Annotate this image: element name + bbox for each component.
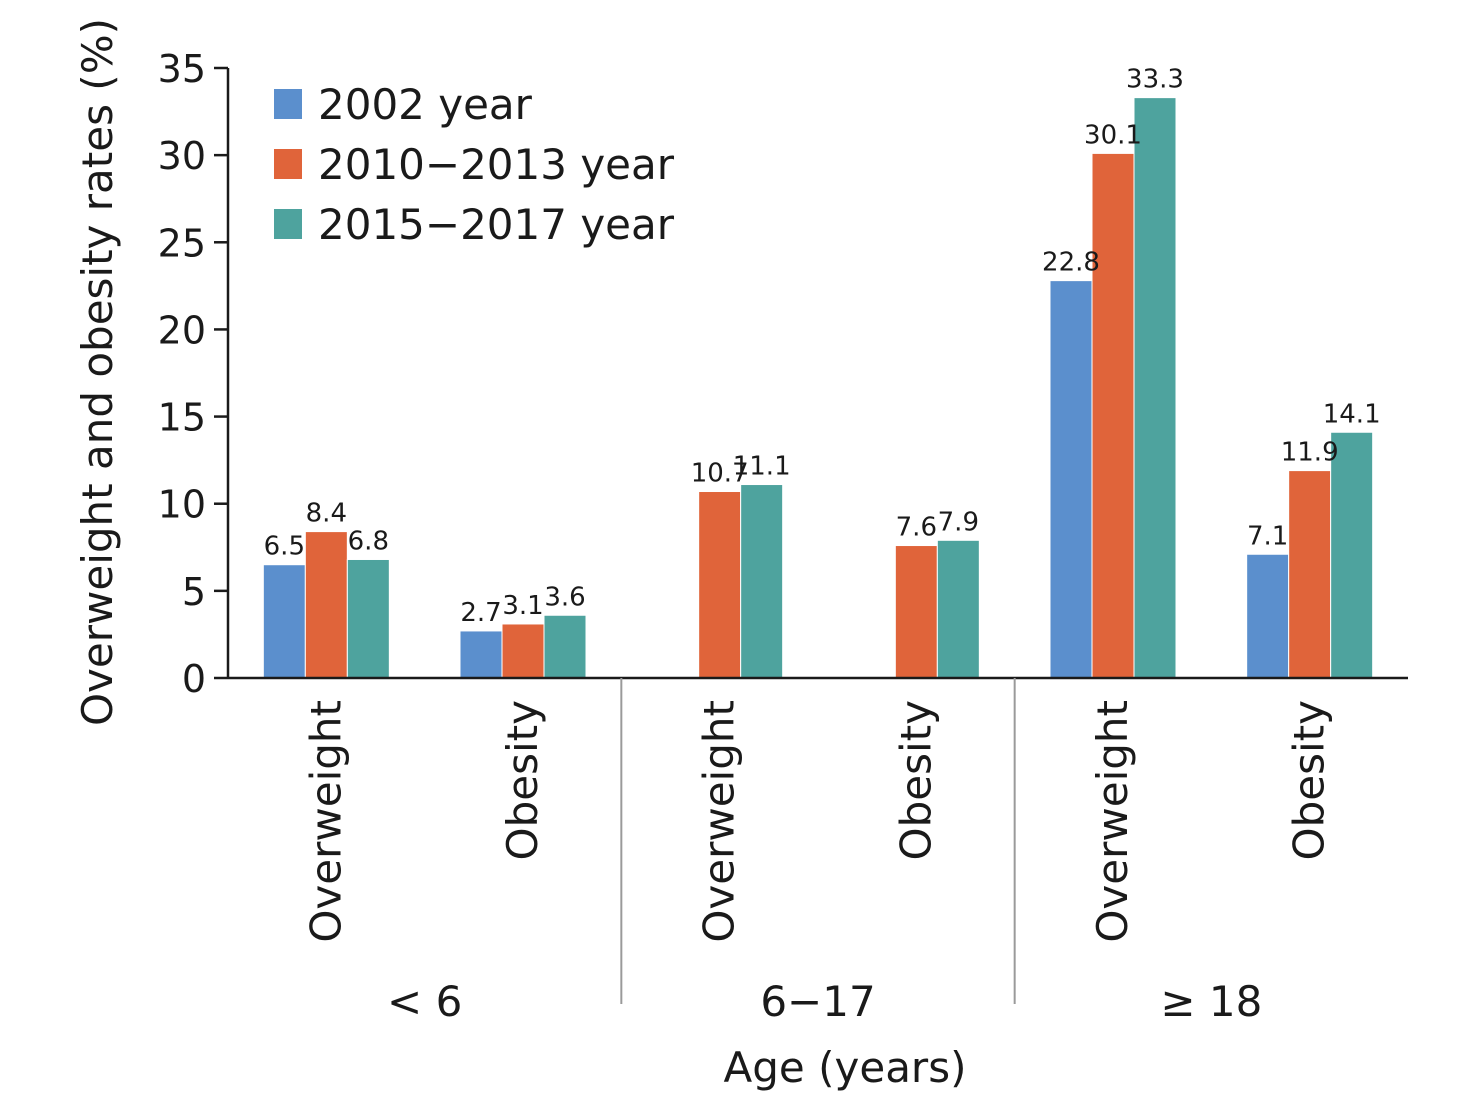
bar <box>1091 152 1135 679</box>
bar <box>304 531 348 679</box>
y-axis-title: Overweight and obesity rates (%) <box>73 18 122 726</box>
bar <box>936 539 980 679</box>
age-group-label: < 6 <box>387 977 462 1026</box>
category-label: Overweight <box>695 700 744 943</box>
legend-swatch <box>274 149 302 179</box>
bar-value-label: 11.1 <box>733 452 791 482</box>
bar-labels-layer: 6.58.46.8 2.7 3.1 3.6 10.711.1 7.6 7.9 22.8 30.1… <box>264 65 1381 628</box>
y-tick-label: 10 <box>158 483 206 527</box>
group-labels-layer: < 6 6−17 ≥ 18 <box>387 977 1262 1026</box>
bar <box>346 558 390 679</box>
legend-swatch <box>274 89 302 119</box>
group-separators-layer <box>620 678 1016 1004</box>
bar-value-label: 30.1 <box>1084 120 1142 150</box>
bar-value-label: 7.1 <box>1247 521 1288 551</box>
bar-value-label: 6.5 <box>264 532 305 562</box>
category-label: Overweight <box>301 700 350 943</box>
category-label: Obesity <box>1285 700 1334 860</box>
category-label: Obesity <box>891 700 940 860</box>
bar <box>1049 280 1093 679</box>
bar-value-label: 33.3 <box>1126 65 1184 95</box>
bar <box>501 623 545 679</box>
age-group-label: 6−17 <box>760 977 875 1026</box>
legend: 2002 year 2010−2013 year 2015−2017 year <box>274 80 675 249</box>
bar-value-label: 3.1 <box>502 591 543 621</box>
bar-value-label: 11.9 <box>1281 438 1339 468</box>
legend-label: 2010−2013 year <box>318 140 675 189</box>
y-tick-label: 30 <box>158 134 206 178</box>
bar <box>543 614 587 679</box>
bar-value-label: 8.4 <box>306 499 347 529</box>
bars-layer <box>262 97 1374 679</box>
bar-value-label: 2.7 <box>460 598 501 628</box>
bar-value-label: 10.7 <box>691 459 749 489</box>
x-axis-title: Age (years) <box>724 1043 967 1092</box>
bar <box>1246 553 1290 679</box>
legend-label: 2002 year <box>318 80 533 129</box>
y-tick-label: 20 <box>158 308 206 352</box>
bar <box>698 491 742 679</box>
bar <box>459 630 503 679</box>
y-ticks-layer: 0 5 10 15 20 25 30 35 <box>158 47 228 701</box>
category-label: Obesity <box>498 700 547 860</box>
category-labels-layer: Overweight Obesity Overweight Obesity Overwe… <box>301 700 1333 943</box>
bar-value-label: 22.8 <box>1042 248 1100 278</box>
age-group-label: ≥ 18 <box>1160 977 1262 1026</box>
y-tick-label: 35 <box>158 47 206 91</box>
y-tick-label: 0 <box>182 657 206 701</box>
bar <box>894 545 938 679</box>
bar <box>262 564 306 679</box>
axes-layer <box>226 68 1408 680</box>
bar-value-label: 7.6 <box>896 513 937 543</box>
legend-label: 2015−2017 year <box>318 200 675 249</box>
category-label: Overweight <box>1088 700 1137 943</box>
bar <box>1330 431 1374 679</box>
legend-swatch <box>274 209 302 239</box>
y-tick-label: 5 <box>182 570 206 614</box>
bar <box>1133 97 1177 679</box>
bar <box>1288 470 1332 679</box>
bar-value-label: 14.1 <box>1323 399 1381 429</box>
bar <box>740 484 784 679</box>
y-tick-label: 15 <box>158 396 206 440</box>
bar-value-label: 6.8 <box>348 526 389 556</box>
bar-value-label: 7.9 <box>938 507 979 537</box>
y-tick-label: 25 <box>158 221 206 265</box>
bar-value-label: 3.6 <box>544 582 585 612</box>
